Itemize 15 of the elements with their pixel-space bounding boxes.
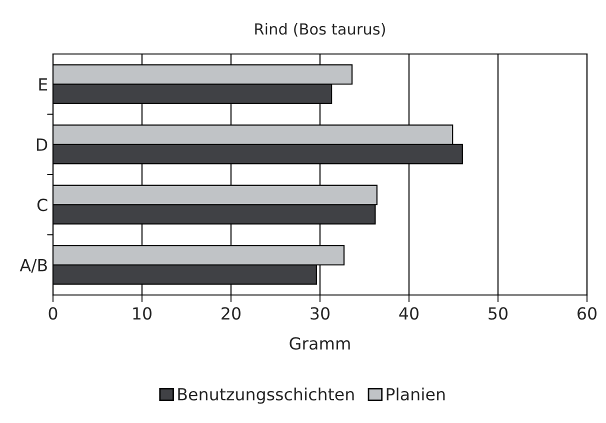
x-axis-title: Gramm [290,337,350,350]
x-tick-label: 0 [48,307,58,320]
y-tick-label: A/B [20,259,47,273]
y-tick-label: C [37,198,48,212]
y-tick-label: D [36,138,48,151]
x-tick-label: 60 [578,307,596,320]
x-tick-label: 40 [399,307,418,320]
y-tick-label: E [39,78,48,90]
x-tick-label: 20 [222,307,240,320]
x-tick-label: 30 [310,307,330,320]
x-tick-label: 10 [133,307,152,320]
chart-title: Rind (Bos taurus) [255,22,385,37]
legend-label: Benutzungsschichten [178,388,354,404]
x-tick-label: 50 [488,307,508,320]
legend-label: Planien [386,388,445,401]
